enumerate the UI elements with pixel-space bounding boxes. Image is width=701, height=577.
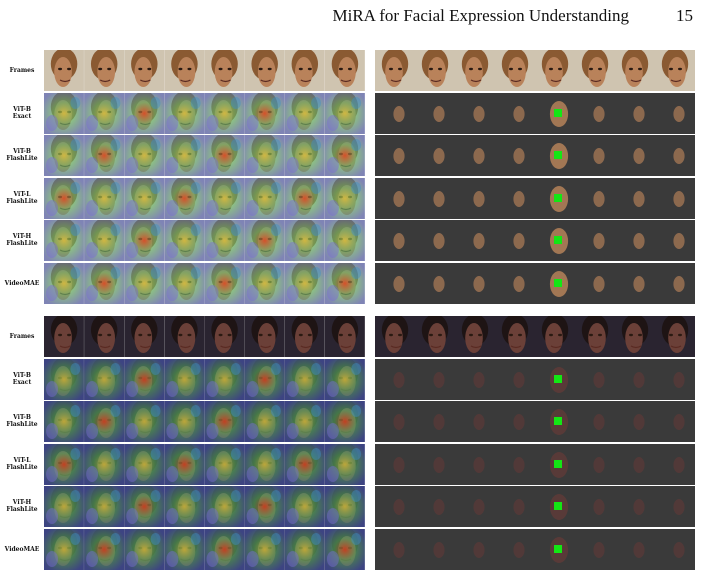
anchor-marker: [554, 278, 562, 287]
row-label: ViT-B FlashLite: [6, 414, 38, 428]
masked-reconstruction-strip: [375, 528, 695, 570]
anchor-marker: [554, 151, 562, 159]
masked-reconstruction-strip: [375, 443, 695, 485]
masked-reconstruction-strip: [375, 92, 695, 134]
anchor-marker: [554, 459, 562, 468]
masked-reconstruction-strip: [375, 135, 695, 176]
masked-reconstruction-strip: [375, 220, 695, 261]
anchor-marker: [554, 502, 562, 510]
row-label: ViT-H FlashLite: [6, 233, 38, 247]
attention-heatmap-strip: [44, 92, 365, 134]
anchor-marker: [554, 544, 562, 553]
row-label: ViT-H FlashLite: [6, 499, 38, 513]
row-label: ViT-B FlashLite: [6, 148, 38, 162]
page-number: 15: [676, 6, 693, 25]
masked-reconstruction-strip: [375, 177, 695, 219]
running-title: MiRA for Facial Expression Understanding: [332, 6, 629, 25]
masked-reconstruction-strip: [375, 262, 695, 304]
anchor-marker: [554, 108, 562, 117]
row-label: ViT-B Exact: [12, 105, 32, 120]
input-frames-strip: [375, 50, 695, 91]
row-label: ViT-B Exact: [12, 371, 32, 386]
input-frames-strip: [44, 50, 365, 91]
attention-heatmap-strip: [44, 486, 365, 527]
row-label: ViT-L FlashLite: [6, 190, 38, 205]
row-label: ViT-L FlashLite: [6, 456, 38, 471]
attention-heatmap-strip: [44, 358, 365, 400]
anchor-marker: [554, 193, 562, 202]
row-label: VideoMAE: [4, 545, 40, 553]
attention-heatmap-strip: [44, 135, 365, 176]
anchor-marker: [554, 374, 562, 383]
attention-heatmap-strip: [44, 443, 365, 485]
input-frames-strip: [44, 316, 365, 357]
anchor-marker: [554, 417, 562, 425]
row-label: VideoMAE: [4, 279, 40, 287]
row-label: Frames: [9, 67, 35, 74]
attention-heatmap-strip: [44, 177, 365, 219]
masked-reconstruction-strip: [375, 486, 695, 527]
row-label: Frames: [9, 333, 35, 340]
page-header: MiRA for Facial Expression Understanding…: [0, 6, 701, 28]
masked-reconstruction-strip: [375, 358, 695, 400]
input-frames-strip: [375, 316, 695, 357]
attention-heatmap-strip: [44, 401, 365, 442]
attention-heatmap-strip: [44, 220, 365, 261]
attention-heatmap-strip: [44, 262, 365, 304]
anchor-marker: [554, 236, 562, 244]
masked-reconstruction-strip: [375, 401, 695, 442]
attention-heatmap-strip: [44, 528, 365, 570]
